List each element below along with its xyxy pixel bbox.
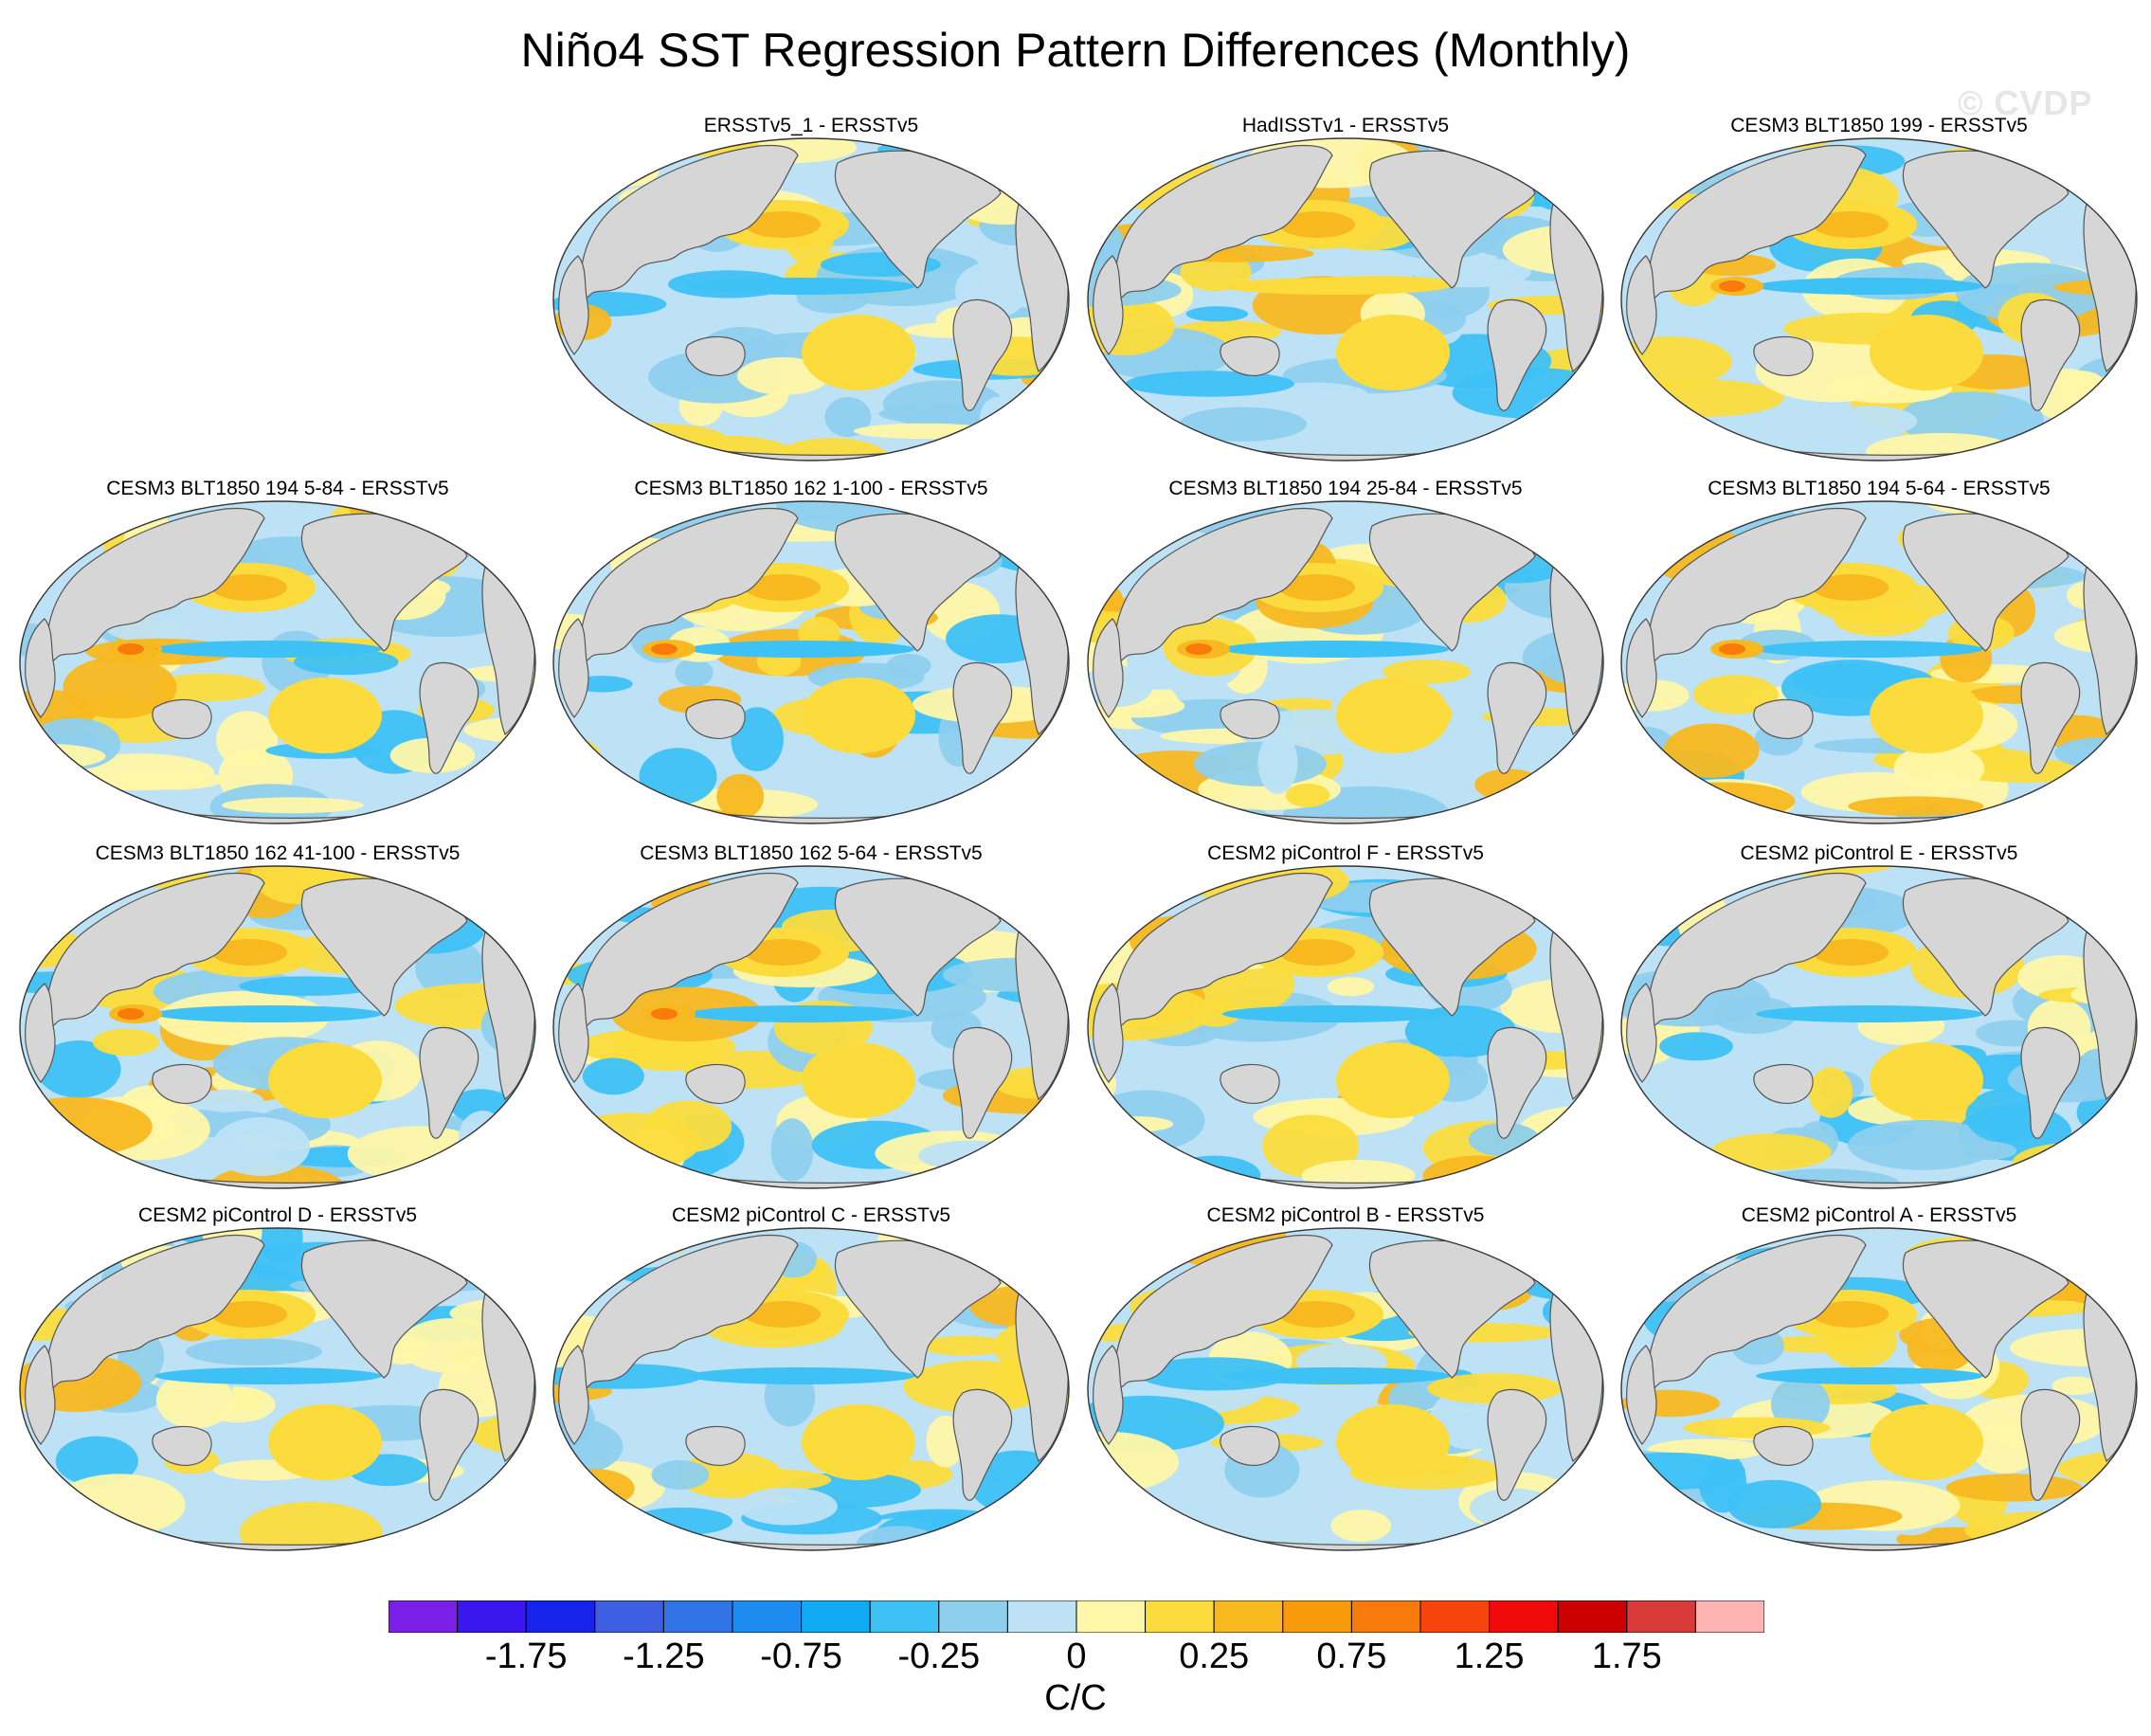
map-panel: CESM3 BLT1850 194 25-84 - ERSSTv5 bbox=[1080, 477, 1611, 827]
panel-title: CESM3 BLT1850 162 1-100 - ERSSTv5 bbox=[634, 478, 988, 499]
colorbar-swatch bbox=[1419, 1600, 1491, 1633]
map-panel: CESM3 BLT1850 162 41-100 - ERSSTv5 bbox=[12, 841, 543, 1192]
panel-title: CESM2 piControl E - ERSSTv5 bbox=[1740, 842, 2018, 864]
global-map bbox=[1620, 865, 2138, 1189]
colorbar-tick-label: -1.75 bbox=[484, 1637, 568, 1676]
colorbar-tick-label: 1.75 bbox=[1591, 1637, 1662, 1676]
map-panel: CESM2 piControl D - ERSSTv5 bbox=[12, 1203, 543, 1554]
colorbar-swatch bbox=[801, 1600, 871, 1633]
colorbar-swatch bbox=[389, 1600, 459, 1633]
panel-title: HadISSTv1 - ERSSTv5 bbox=[1241, 115, 1450, 136]
colorbar-tick-label: -0.75 bbox=[760, 1637, 842, 1676]
figure-title: Niño4 SST Regression Pattern Differences… bbox=[520, 24, 1631, 77]
colorbar-swatch bbox=[662, 1600, 733, 1633]
global-map bbox=[1087, 137, 1604, 461]
map-panel: CESM2 piControl A - ERSSTv5 bbox=[1614, 1203, 2144, 1554]
map-panel: CESM3 BLT1850 199 - ERSSTv5 bbox=[1614, 114, 2144, 464]
colorbar-swatch bbox=[1076, 1600, 1147, 1633]
colorbar-swatch bbox=[938, 1600, 1008, 1633]
global-map bbox=[1087, 1227, 1604, 1551]
colorbar-tick-label: 0 bbox=[1066, 1637, 1087, 1676]
colorbar-swatch bbox=[869, 1600, 940, 1633]
map-panel: CESM3 BLT1850 162 1-100 - ERSSTv5 bbox=[546, 477, 1076, 827]
colorbar-swatch bbox=[1557, 1600, 1628, 1633]
colorbar-swatch bbox=[1213, 1600, 1284, 1633]
panel-title: CESM3 BLT1850 162 5-64 - ERSSTv5 bbox=[640, 842, 983, 864]
colorbar-swatch bbox=[594, 1600, 664, 1633]
map-panel: CESM3 BLT1850 162 5-64 - ERSSTv5 bbox=[546, 841, 1076, 1192]
colorbar-swatch bbox=[1006, 1600, 1077, 1633]
colorbar-swatch bbox=[525, 1600, 596, 1633]
map-panel: HadISSTv1 - ERSSTv5 bbox=[1080, 114, 1611, 464]
global-map bbox=[552, 865, 1070, 1189]
colorbar-swatch bbox=[732, 1600, 803, 1633]
map-panel: CESM3 BLT1850 194 5-84 - ERSSTv5 bbox=[12, 477, 543, 827]
global-map bbox=[19, 1227, 536, 1551]
colorbar-tick-label: 0.25 bbox=[1179, 1637, 1250, 1676]
panel-title: CESM3 BLT1850 194 5-64 - ERSSTv5 bbox=[1708, 478, 2051, 499]
colorbar-swatch bbox=[1694, 1600, 1764, 1633]
global-map bbox=[1087, 500, 1604, 824]
watermark: © CVDP bbox=[1958, 83, 2093, 122]
colorbar-swatch bbox=[1145, 1600, 1215, 1633]
panel-title: CESM2 piControl B - ERSSTv5 bbox=[1206, 1204, 1485, 1226]
colorbar-tick-label: 0.75 bbox=[1316, 1637, 1387, 1676]
panel-title: CESM3 BLT1850 194 25-84 - ERSSTv5 bbox=[1168, 478, 1523, 499]
global-map bbox=[552, 500, 1070, 824]
panel-title: CESM2 piControl F - ERSSTv5 bbox=[1207, 842, 1484, 864]
panel-title: CESM2 piControl D - ERSSTv5 bbox=[137, 1204, 418, 1226]
panel-title: CESM3 BLT1850 162 41-100 - ERSSTv5 bbox=[95, 842, 461, 864]
map-panel: ERSSTv5_1 - ERSSTv5 bbox=[546, 114, 1076, 464]
map-panel: CESM3 BLT1850 194 5-64 - ERSSTv5 bbox=[1614, 477, 2144, 827]
colorbar-swatch bbox=[1350, 1600, 1421, 1633]
global-map bbox=[1087, 865, 1604, 1189]
panel-title: ERSSTv5_1 - ERSSTv5 bbox=[703, 115, 919, 136]
map-panel: CESM2 piControl F - ERSSTv5 bbox=[1080, 841, 1611, 1192]
colorbar-tick-label: 1.25 bbox=[1454, 1637, 1525, 1676]
map-panel: CESM2 piControl B - ERSSTv5 bbox=[1080, 1203, 1611, 1554]
global-map bbox=[552, 1227, 1070, 1551]
global-map bbox=[1620, 1227, 2138, 1551]
global-map bbox=[19, 500, 536, 824]
panel-title: CESM2 piControl A - ERSSTv5 bbox=[1741, 1204, 2017, 1226]
colorbar-tick-label: -1.25 bbox=[623, 1637, 705, 1676]
panel-title: CESM2 piControl C - ERSSTv5 bbox=[671, 1204, 951, 1226]
colorbar-swatch bbox=[1282, 1600, 1352, 1633]
global-map bbox=[552, 137, 1070, 461]
panel-title: CESM3 BLT1850 199 - ERSSTv5 bbox=[1730, 115, 2028, 136]
global-map bbox=[1620, 500, 2138, 824]
colorbar-tick-label: -0.25 bbox=[897, 1637, 981, 1676]
colorbar-units: C/C bbox=[1044, 1678, 1107, 1718]
map-panel: CESM2 piControl C - ERSSTv5 bbox=[546, 1203, 1076, 1554]
global-map bbox=[19, 865, 536, 1189]
colorbar-swatch bbox=[457, 1600, 527, 1633]
global-map bbox=[1620, 137, 2138, 461]
panel-title: CESM3 BLT1850 194 5-84 - ERSSTv5 bbox=[106, 478, 449, 499]
colorbar bbox=[389, 1600, 1764, 1633]
map-panel: CESM2 piControl E - ERSSTv5 bbox=[1614, 841, 2144, 1192]
colorbar-swatch bbox=[1626, 1600, 1696, 1633]
colorbar-swatch bbox=[1489, 1600, 1559, 1633]
